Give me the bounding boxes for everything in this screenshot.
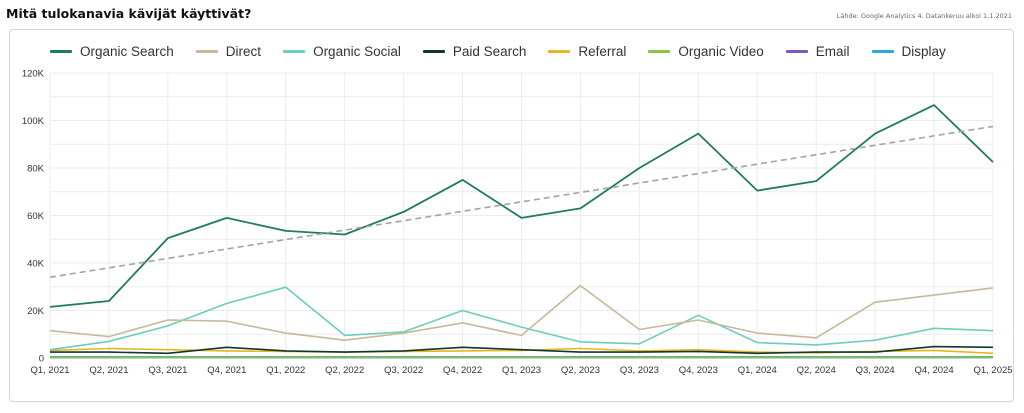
x-axis: Q1, 2021 Q2, 2021 Q3, 2021 Q4, 2021 Q1, 2022… [30, 365, 1012, 376]
legend-item-display[interactable]: Display [871, 44, 946, 59]
x-tick-label: Q1, 2021 [30, 365, 69, 376]
x-tick-label: Q2, 2023 [561, 365, 600, 376]
legend-swatch [195, 50, 218, 53]
series-lines [49, 104, 994, 359]
legend-label: Display [901, 44, 946, 59]
source-note: Lähde: Google Analytics 4. Datankeruu al… [836, 12, 1012, 20]
y-axis: 0 20K 40K 60K 80K 100K 120K [22, 69, 45, 365]
x-tick-label: Q1, 2023 [502, 365, 541, 376]
legend-swatch [785, 50, 808, 53]
x-tick-label: Q3, 2022 [384, 365, 423, 376]
legend-label: Organic Search [80, 44, 174, 59]
legend-item-organic-social[interactable]: Organic Social [283, 44, 401, 59]
legend-item-organic-search[interactable]: Organic Search [50, 44, 174, 59]
legend-swatch [422, 50, 445, 53]
legend-item-referral[interactable]: Referral [548, 44, 626, 59]
x-tick-label: Q4, 2022 [443, 365, 482, 376]
legend-label: Organic Social [313, 44, 401, 59]
y-tick-label: 0 [39, 354, 44, 365]
x-tick-label: Q3, 2024 [856, 365, 895, 376]
legend-label: Email [815, 44, 850, 59]
legend-item-paid-search[interactable]: Paid Search [422, 44, 527, 59]
gridlines [49, 72, 994, 359]
series-line-organic-social [49, 286, 994, 351]
y-tick-label: 20K [27, 306, 45, 317]
x-tick-label: Q1, 2024 [738, 365, 777, 376]
x-tick-label: Q2, 2021 [89, 365, 128, 376]
legend-swatch [283, 50, 306, 53]
x-tick-label: Q4, 2024 [915, 365, 954, 376]
x-tick-label: Q1, 2025 [973, 365, 1012, 376]
legend-swatch [548, 50, 571, 53]
legend-item-direct[interactable]: Direct [195, 44, 262, 59]
legend-label: Direct [225, 44, 262, 59]
x-tick-label: Q4, 2021 [207, 365, 246, 376]
trendline-organic-search [49, 125, 994, 279]
series-line-organic-search [49, 104, 994, 308]
x-tick-label: Q2, 2022 [325, 365, 364, 376]
legend-swatch [871, 50, 894, 53]
legend-label: Referral [578, 44, 627, 59]
legend-label: Paid Search [452, 44, 527, 59]
legend-label: Organic Video [678, 44, 764, 59]
legend-swatch [50, 50, 72, 53]
x-tick-label: Q3, 2021 [148, 365, 187, 376]
chart-legend: Organic Search Direct Organic Social Paid S… [50, 44, 968, 59]
y-tick-label: 80K [27, 164, 45, 175]
x-tick-label: Q1, 2022 [266, 365, 305, 376]
x-tick-label: Q4, 2023 [679, 365, 718, 376]
y-tick-label: 100K [22, 116, 45, 127]
series-line-paid-search [50, 345, 994, 355]
legend-swatch [648, 50, 671, 53]
series-line-direct [49, 284, 994, 342]
x-tick-label: Q2, 2024 [797, 365, 836, 376]
y-tick-label: 120K [22, 69, 45, 80]
y-tick-label: 40K [27, 259, 45, 270]
chart-title: Mitä tulokanavia kävijät käyttivät? [6, 6, 252, 21]
x-tick-label: Q3, 2023 [620, 365, 659, 376]
legend-item-email[interactable]: Email [785, 44, 850, 59]
y-tick-label: 60K [27, 211, 45, 222]
legend-item-organic-video[interactable]: Organic Video [648, 44, 764, 59]
